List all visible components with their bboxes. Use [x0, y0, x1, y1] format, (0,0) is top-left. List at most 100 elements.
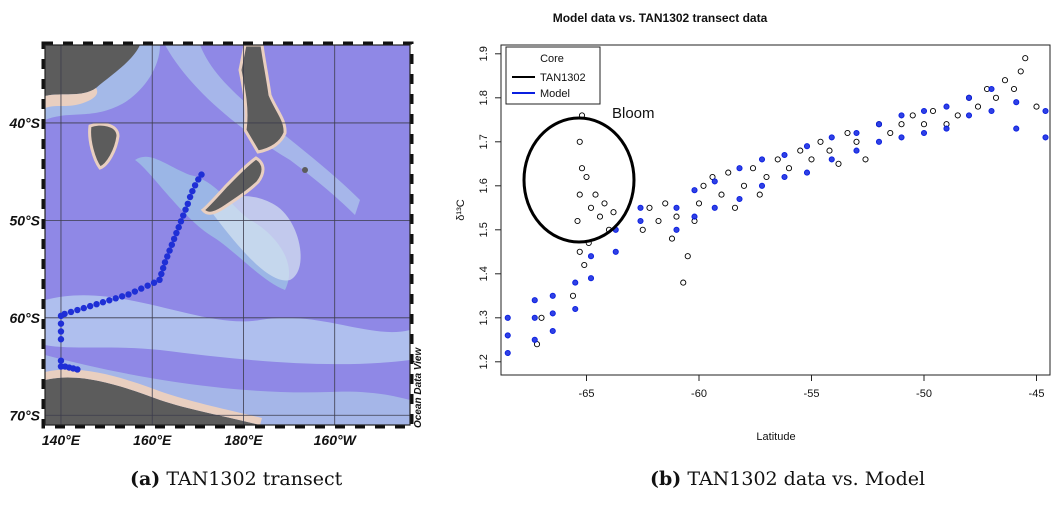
y-tick-label: 1.6 [478, 178, 490, 193]
y-tick-label: 1.8 [478, 90, 490, 105]
x-tick-label: -55 [804, 388, 820, 400]
data-point [929, 107, 937, 115]
chart-panel: Model data vs. TAN1302 transect data -65… [440, 0, 1055, 470]
y-tick-label: 1.4 [478, 266, 490, 281]
data-point [1042, 134, 1049, 141]
station-dot [57, 320, 65, 327]
data-point [538, 314, 545, 321]
station-dot [138, 285, 145, 292]
data-point [965, 94, 973, 101]
data-point [1022, 55, 1029, 62]
station-dot [175, 224, 182, 231]
y-axis-label: δ¹³C [455, 199, 467, 220]
data-point [668, 235, 676, 242]
data-point [974, 103, 982, 110]
station-dot [125, 291, 132, 298]
map-border [41, 41, 414, 429]
data-point [646, 204, 653, 211]
data-point [1042, 107, 1049, 115]
transect-map: 40°S 50°S 60°S 70°S 140°E 160°E 180°E 160°W Oc… [8, 41, 424, 448]
station-dot [168, 241, 176, 248]
latitude-labels: 40°S 50°S 60°S 70°S [8, 115, 40, 423]
station-dot [177, 218, 185, 225]
data-point [954, 112, 961, 119]
data-point [695, 200, 703, 207]
station-dot [57, 357, 65, 364]
data-point [736, 165, 743, 172]
x-tick-label: -65 [579, 388, 595, 400]
station-dot [112, 295, 119, 302]
data-points [504, 55, 1049, 357]
data-point [862, 156, 869, 163]
y-axis-ticks: 1.2 1.3 1.4 1.5 1.6 1.7 1.8 1.9 [478, 46, 501, 369]
caption-a: (a) TAN1302 transect [130, 468, 342, 490]
station-dot [156, 276, 163, 284]
data-point [576, 248, 583, 255]
data-point [549, 310, 556, 317]
data-point [725, 169, 732, 176]
data-point [909, 112, 916, 119]
data-point [718, 191, 725, 198]
station-dot [67, 308, 75, 316]
series-model [504, 85, 1049, 357]
station-dot [57, 328, 65, 335]
data-point [826, 147, 833, 154]
odv-watermark: Ocean Data View [413, 347, 424, 428]
scatter-chart: Model data vs. TAN1302 transect data -65… [455, 11, 1051, 443]
bloom-label: Bloom [612, 105, 655, 122]
station-dot [159, 264, 167, 272]
legend-title: Core [540, 53, 564, 65]
station-dot [166, 247, 173, 254]
data-point [920, 107, 928, 115]
data-point [576, 191, 583, 198]
data-point [992, 94, 1000, 101]
data-point [504, 332, 511, 339]
data-point [637, 217, 644, 225]
station-dot [144, 282, 151, 289]
y-tick-label: 1.7 [478, 134, 490, 149]
data-point [920, 129, 928, 137]
data-point [887, 129, 894, 137]
station-dot [186, 193, 194, 201]
station-dot [164, 253, 171, 260]
data-point [549, 327, 556, 335]
data-point [763, 173, 770, 181]
data-point [835, 160, 842, 167]
data-point [774, 156, 781, 163]
data-point [596, 213, 604, 220]
legend-label-model: Model [540, 88, 570, 100]
station-dot [57, 336, 65, 343]
data-point [988, 85, 995, 93]
data-point [781, 173, 788, 181]
data-point [797, 147, 804, 154]
station-dot [170, 235, 178, 243]
data-point [610, 209, 617, 216]
station-dot [93, 300, 100, 308]
data-point [853, 129, 860, 137]
station-dot [99, 299, 107, 306]
lat-label: 40°S [8, 115, 40, 131]
data-point [898, 121, 905, 128]
station-dot [173, 229, 180, 237]
data-point [965, 112, 973, 119]
data-point [504, 349, 511, 357]
data-point [1033, 103, 1040, 110]
lat-label: 70°S [9, 407, 40, 423]
x-axis-ticks: -65 -60 -55 -50 -45 [579, 375, 1044, 400]
station-dot [150, 279, 158, 286]
data-point [1010, 85, 1018, 93]
lat-label: 50°S [9, 212, 40, 228]
data-point [736, 195, 743, 203]
data-point [844, 129, 851, 137]
data-point [853, 147, 860, 154]
data-point [828, 156, 835, 163]
data-point [803, 169, 811, 176]
data-point [943, 125, 950, 132]
data-point [781, 151, 788, 159]
data-point [592, 191, 599, 198]
data-point [569, 292, 577, 299]
data-point [817, 138, 824, 145]
caption-b-text: TAN1302 data vs. Model [687, 468, 926, 490]
data-point [828, 134, 835, 141]
australia-coast [45, 88, 98, 108]
